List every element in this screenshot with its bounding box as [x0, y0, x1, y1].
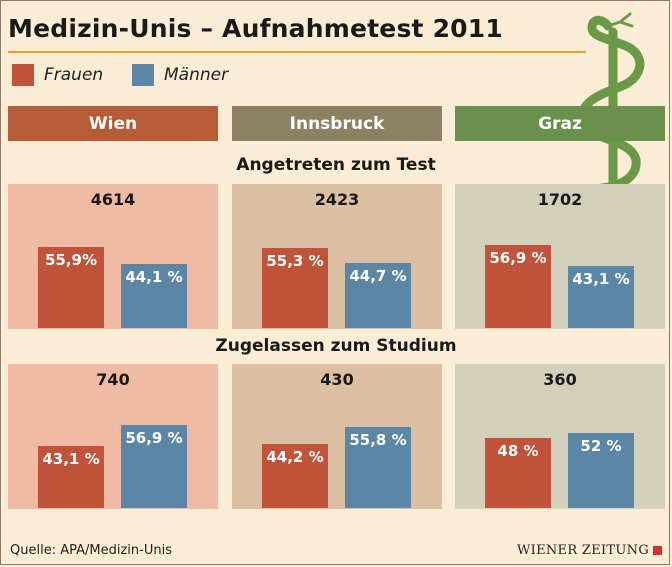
- city-header-graz: Graz: [455, 106, 665, 141]
- panel-admitted-innsbruck: 430 44,2 % 55,8 %: [232, 364, 442, 509]
- bar-frauen: 56,9 %: [485, 245, 551, 328]
- legend-swatch-frauen: [12, 64, 34, 86]
- bar-value-label: 56,9 %: [489, 249, 547, 267]
- bar-value-label: 55,8 %: [349, 431, 407, 449]
- total-label: 360: [543, 370, 577, 389]
- city-header-innsbruck: Innsbruck: [232, 106, 442, 141]
- total-label: 4614: [90, 190, 136, 209]
- legend-label-maenner: Männer: [164, 65, 229, 85]
- section-title-admitted: Zugelassen zum Studium: [215, 336, 457, 356]
- total-label: 430: [320, 370, 354, 389]
- bar-value-label: 43,1 %: [572, 270, 630, 288]
- source-note: Quelle: APA/Medizin-Unis: [10, 543, 172, 558]
- bar-frauen: 55,3 %: [262, 248, 328, 328]
- city-header-wien: Wien: [8, 106, 218, 141]
- brand-square-icon: [653, 546, 663, 555]
- bar-value-label: 44,7 %: [349, 267, 407, 285]
- title-underline: [8, 51, 586, 53]
- panel-tested-graz: 1702 56,9 % 43,1 %: [455, 184, 665, 329]
- panel-admitted-graz: 360 48 % 52 %: [455, 364, 665, 509]
- legend-label-frauen: Frauen: [44, 65, 104, 85]
- panel-tested-wien: 4614 55,9% 44,1 %: [8, 184, 218, 329]
- bar-value-label: 56,9 %: [125, 429, 183, 447]
- bar-frauen: 48 %: [485, 438, 551, 508]
- panel-tested-innsbruck: 2423 55,3 % 44,7 %: [232, 184, 442, 329]
- section-title-tested: Angetreten zum Test: [236, 155, 436, 175]
- total-label: 740: [96, 370, 130, 389]
- bar-frauen: 44,2 %: [262, 444, 328, 508]
- legend-item-maenner: Männer: [132, 64, 228, 86]
- brand-logo: WIENER ZEITUNG: [517, 542, 663, 559]
- total-label: 1702: [537, 190, 583, 209]
- bar-value-label: 52 %: [580, 437, 622, 455]
- bar-maenner: 44,1 %: [121, 264, 187, 328]
- bar-frauen: 55,9%: [38, 247, 104, 328]
- bar-maenner: 56,9 %: [121, 425, 187, 508]
- bar-value-label: 48 %: [497, 442, 539, 460]
- bar-maenner: 43,1 %: [568, 266, 634, 328]
- chart-title: Medizin-Unis – Aufnahmetest 2011: [8, 14, 503, 43]
- legend-swatch-maenner: [132, 64, 154, 86]
- bar-value-label: 43,1 %: [42, 450, 100, 468]
- total-label: 2423: [314, 190, 360, 209]
- legend-item-frauen: Frauen: [12, 64, 103, 86]
- bar-maenner: 44,7 %: [345, 263, 411, 328]
- bar-value-label: 55,9%: [44, 251, 98, 269]
- bar-value-label: 55,3 %: [266, 252, 324, 270]
- brand-name: WIENER ZEITUNG: [517, 543, 650, 558]
- bar-value-label: 44,2 %: [266, 448, 324, 466]
- panel-admitted-wien: 740 43,1 % 56,9 %: [8, 364, 218, 509]
- bar-value-label: 44,1 %: [125, 268, 183, 286]
- bar-maenner: 55,8 %: [345, 427, 411, 508]
- bar-frauen: 43,1 %: [38, 446, 104, 508]
- bar-maenner: 52 %: [568, 433, 634, 508]
